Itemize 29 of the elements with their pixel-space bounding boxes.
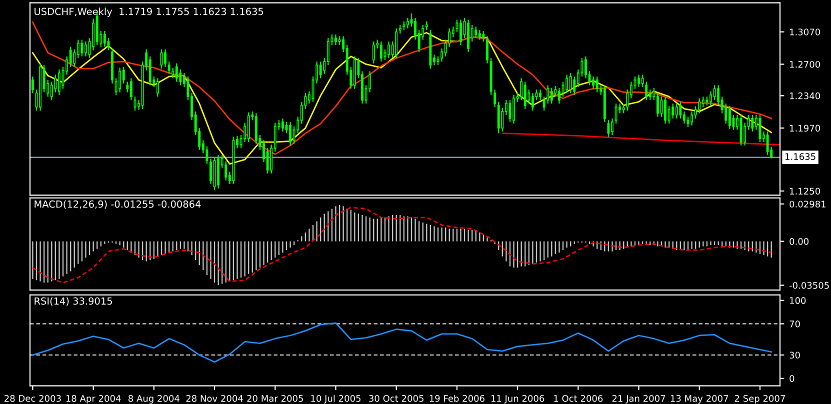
x-tick-label: 8 Aug 2004 — [128, 395, 180, 404]
y-tick-label: 1.3070 — [790, 28, 820, 36]
x-tick-label: 13 May 2007 — [670, 395, 728, 404]
x-tick-label: 11 Jun 2006 — [491, 395, 544, 404]
ref-line-label: 1.1635 — [785, 153, 816, 160]
y-tick-label: 70 — [790, 320, 800, 328]
x-tick-label: 1 Oct 2006 — [554, 395, 603, 402]
chart-title: RSI(14) 33.9015 — [34, 297, 112, 306]
x-tick-label: 28 Dec 2003 — [4, 395, 61, 402]
x-tick-label: 10 Jul 2005 — [311, 394, 360, 404]
y-tick-label: 1.2700 — [790, 60, 820, 68]
x-tick-label: 30 Oct 2005 — [369, 395, 424, 402]
x-tick-label: 19 Feb 2006 — [430, 394, 484, 402]
y-tick-label: 100 — [790, 297, 806, 304]
x-tick-label: 20 Mar 2005 — [247, 395, 303, 402]
y-tick-label: 0.02981 — [790, 200, 826, 208]
x-tick-label: 21 Jan 2007 — [612, 395, 666, 404]
y-tick-label: 1.1250 — [790, 188, 820, 195]
y-tick-label: 1.2340 — [790, 92, 820, 100]
chart-title: MACD(12,26,9) -0.01255 -0.00864 — [34, 200, 201, 209]
chart-title: USDCHF,Weekly 1.1719 1.1755 1.1623 1.1635 — [34, 8, 264, 18]
y-tick-label: 1.1970 — [790, 124, 820, 132]
x-tick-label: 2 Sep 2007 — [734, 395, 785, 404]
y-tick-label: 0 — [790, 375, 794, 382]
y-tick-label: -0.03505 — [789, 282, 829, 289]
x-tick-label: 18 Apr 2004 — [66, 395, 121, 404]
x-tick-label: 28 Nov 2004 — [186, 395, 243, 402]
y-tick-label: 30 — [790, 352, 800, 359]
y-tick-label: 0.00 — [790, 238, 809, 245]
